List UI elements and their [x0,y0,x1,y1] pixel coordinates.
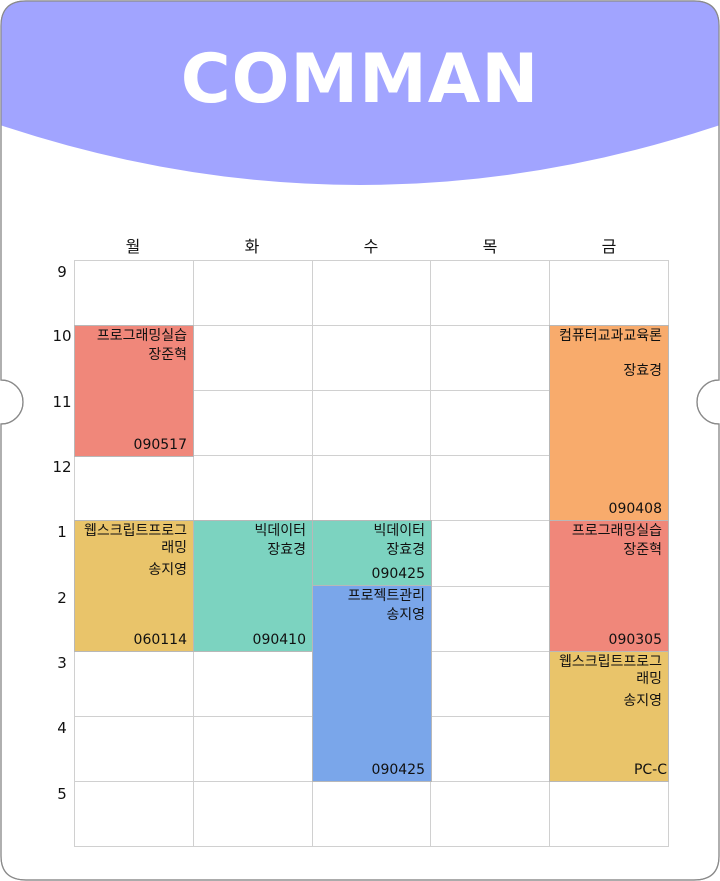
hour-label-3: 3 [57,654,67,672]
course-block[interactable]: 빅데이터 장효경 090425 [312,520,432,586]
timetable-cell[interactable] [192,650,313,717]
course-name: 컴퓨터교과교육론 [558,328,662,344]
day-header-tue: 화 [244,237,260,256]
timetable-cell[interactable] [192,715,313,782]
timetable-cell[interactable] [192,390,313,457]
course-professor: 장효경 [267,542,306,558]
course-professor: 송지영 [386,607,425,623]
course-name: 웹스크립트프로그래밍 [83,523,187,556]
hour-label-12: 12 [52,458,72,476]
course-block[interactable]: 컴퓨터교과교육론 장효경 090408 [549,325,669,521]
timetable-cell[interactable] [192,455,313,522]
course-block[interactable]: 프로그래밍실습 장준혁 090305 [549,520,669,652]
course-code: 060114 [133,632,187,648]
course-professor: 송지영 [623,693,662,709]
hour-label-9: 9 [57,263,67,281]
timetable-cell[interactable] [549,780,669,847]
course-block[interactable]: 빅데이터 장효경 090410 [193,520,313,652]
course-code: 090517 [133,437,187,453]
course-code: 090408 [608,501,662,517]
hour-label-10: 10 [52,327,72,345]
course-block[interactable]: 프로젝트관리 송지영 090425 [312,585,432,782]
timetable-cell[interactable] [549,260,669,327]
day-header-wed: 수 [363,237,379,256]
timetable-cell[interactable] [430,260,551,327]
course-professor: 장준혁 [148,347,187,363]
timetable-cell[interactable] [430,780,551,847]
course-code: 090410 [252,632,306,648]
timetable-cell[interactable] [430,650,551,717]
day-header-mon: 월 [125,237,141,256]
course-name: 빅데이터 [254,523,306,539]
timetable-cell[interactable] [74,780,194,847]
hour-label-11: 11 [52,393,72,411]
timetable-cell[interactable] [74,715,194,782]
timetable-cell[interactable] [74,455,194,522]
header-banner [1,1,719,185]
course-code: PC-C [633,762,667,778]
course-block[interactable]: 웹스크립트프로그래밍 송지영 PC-C [549,651,669,782]
timetable-cell[interactable] [311,390,432,457]
course-professor: 장준혁 [623,542,662,558]
timetable-cell[interactable] [311,260,432,327]
course-professor: 송지영 [148,562,187,578]
course-professor: 장효경 [623,363,662,379]
day-header-fri: 금 [601,237,617,256]
timetable-cell[interactable] [430,585,551,652]
course-code: 090425 [371,566,425,582]
app-title: COMMAN [180,40,540,119]
hour-label-5: 5 [57,785,67,803]
course-block[interactable]: 웹스크립트프로그래밍 송지영 060114 [74,520,194,652]
timetable-cell[interactable] [192,780,313,847]
timetable-cell[interactable] [311,455,432,522]
course-name: 프로그래밍실습 [571,523,662,539]
course-name: 프로젝트관리 [347,588,425,604]
timetable-cell[interactable] [430,455,551,522]
course-professor: 장효경 [386,542,425,558]
timetable-cell[interactable] [192,260,313,327]
hour-label-2: 2 [57,589,67,607]
day-header-thu: 목 [482,237,498,256]
course-name: 웹스크립트프로그래밍 [558,654,662,687]
hour-label-4: 4 [57,719,67,737]
timetable-cell[interactable] [311,780,432,847]
timetable-cell[interactable] [430,390,551,457]
timetable-cell[interactable] [430,325,551,392]
timetable-cell[interactable] [430,520,551,587]
timetable-cell[interactable] [311,325,432,392]
timetable-cell[interactable] [430,715,551,782]
course-code: 090305 [608,632,662,648]
course-name: 빅데이터 [373,523,425,539]
course-block[interactable]: 프로그래밍실습 장준혁 090517 [74,325,194,457]
timetable-cell[interactable] [192,325,313,392]
course-code: 090425 [371,762,425,778]
timetable-cell[interactable] [74,650,194,717]
course-name: 프로그래밍실습 [96,328,187,344]
hour-label-1: 1 [57,523,67,541]
timetable-cell[interactable] [74,260,194,327]
